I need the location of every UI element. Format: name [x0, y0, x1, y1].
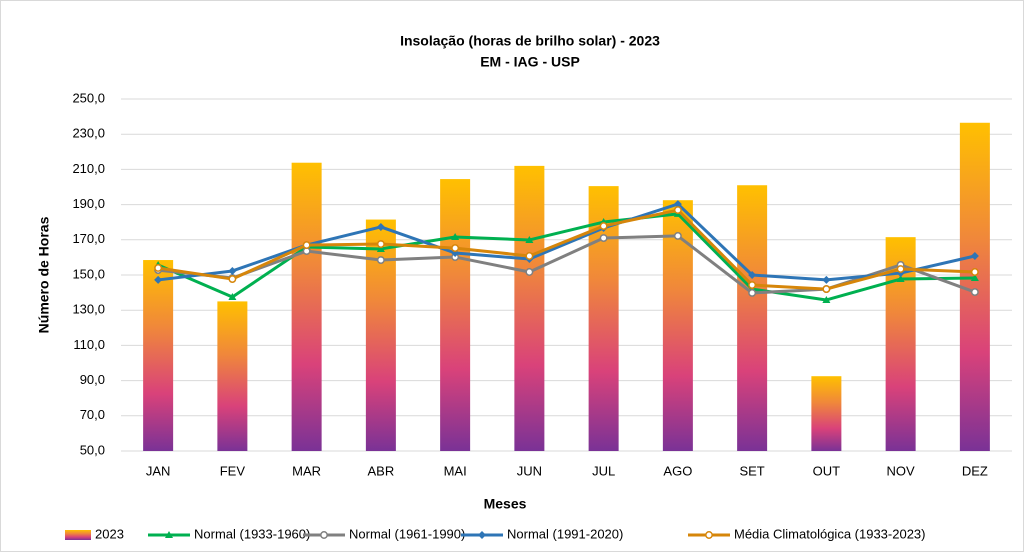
marker	[376, 240, 385, 248]
x-tick-label: MAI	[444, 463, 467, 478]
marker	[376, 244, 385, 252]
marker	[896, 265, 905, 273]
marker	[525, 252, 534, 260]
x-tick-label: FEV	[220, 463, 246, 478]
x-tick-label: AGO	[663, 463, 692, 478]
marker	[970, 273, 979, 281]
marker	[748, 289, 757, 297]
marker	[228, 266, 237, 275]
x-tick-label: JUL	[592, 463, 615, 478]
y-tick-label: 190,0	[72, 196, 105, 211]
bar	[217, 301, 248, 451]
marker	[165, 531, 173, 538]
marker	[154, 275, 163, 284]
y-tick-label: 210,0	[72, 161, 105, 176]
marker	[822, 275, 831, 284]
legend-label: Normal (1961-1990)	[349, 526, 465, 541]
chart-subtitle: EM - IAG - USP	[480, 54, 580, 70]
y-tick-label: 130,0	[72, 302, 105, 317]
marker	[970, 268, 979, 276]
marker	[822, 285, 831, 294]
line	[157, 208, 975, 291]
y-tick-label: 90,0	[80, 372, 105, 387]
legend-label: Normal (1991-2020)	[507, 526, 623, 541]
marker	[673, 206, 682, 215]
marker	[478, 531, 486, 539]
x-tick-label: OUT	[813, 463, 841, 478]
marker	[154, 264, 163, 272]
bar	[143, 260, 174, 451]
marker	[748, 271, 757, 279]
marker	[525, 235, 534, 243]
legend-label: 2023	[95, 526, 124, 541]
x-tick-label: ABR	[368, 463, 395, 478]
marker	[822, 295, 831, 303]
bar	[737, 185, 768, 452]
y-tick-label: 170,0	[72, 231, 105, 246]
x-tick-label: MAR	[292, 463, 321, 478]
x-tick-label: JAN	[146, 463, 171, 478]
marker	[320, 531, 328, 539]
marker	[451, 244, 460, 253]
legend-label: Média Climatológica (1933-2023)	[734, 526, 926, 541]
marker	[451, 232, 460, 240]
bar	[365, 219, 396, 451]
marker	[302, 241, 311, 250]
legend-swatch	[65, 530, 91, 540]
y-tick-label: 250,0	[72, 90, 105, 105]
bar	[440, 179, 471, 451]
bar	[811, 376, 842, 451]
y-axis-label: Número de Horas	[36, 216, 52, 333]
marker	[970, 288, 979, 297]
marker	[228, 293, 237, 300]
marker	[228, 275, 237, 283]
x-axis-label: Meses	[484, 496, 527, 512]
x-tick-label: NOV	[887, 463, 916, 478]
marker	[599, 222, 608, 231]
x-tick-label: SET	[739, 463, 764, 478]
marker	[599, 234, 608, 242]
marker	[896, 275, 905, 283]
marker	[673, 200, 682, 209]
y-tick-label: 50,0	[80, 442, 105, 457]
chart-title: Insolação (horas de brilho solar) - 2023	[400, 33, 660, 49]
legend-label: Normal (1933-1960)	[194, 526, 310, 541]
y-tick-label: 70,0	[80, 407, 105, 422]
marker	[673, 231, 682, 240]
y-tick-label: 230,0	[72, 126, 105, 141]
x-tick-label: DEZ	[962, 463, 988, 478]
marker	[376, 222, 385, 231]
y-tick-label: 150,0	[72, 266, 105, 281]
marker	[525, 268, 534, 276]
marker	[970, 251, 979, 260]
bar	[291, 162, 322, 451]
y-tick-label: 110,0	[73, 337, 105, 352]
marker	[376, 256, 385, 264]
marker	[748, 281, 757, 289]
marker	[705, 531, 713, 539]
x-tick-label: JUN	[517, 463, 542, 478]
bar	[514, 165, 545, 451]
